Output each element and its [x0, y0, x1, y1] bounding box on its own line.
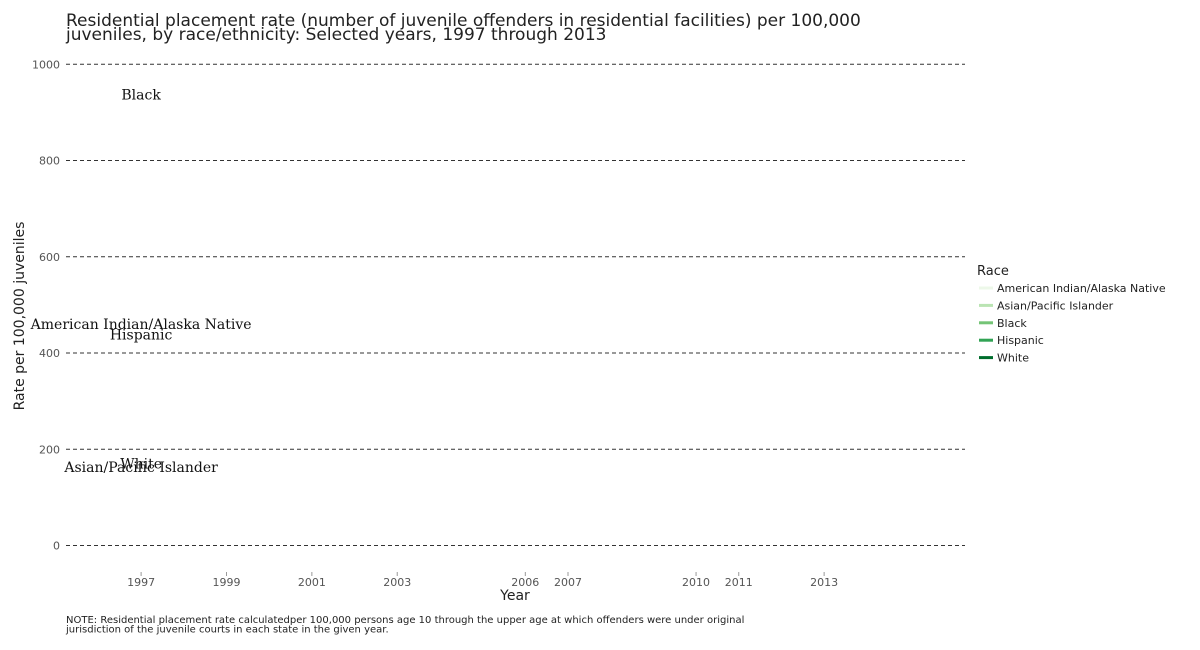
chart-note: NOTE: Residential placement rate calcula…: [65, 615, 744, 636]
x-axis-ticks: 1997 1999 2001 2003 2006 2007 2010 2011 2013: [127, 572, 838, 589]
series-label: Asian/Pacific Islander: [63, 460, 218, 476]
x-tick-label: 2013: [810, 576, 838, 589]
note-line: NOTE: Residential placement rate calcula…: [66, 615, 744, 626]
chart-title: Residential placement rate (number of ju…: [65, 11, 861, 45]
legend-label: Hispanic: [997, 334, 1044, 347]
series-label: American Indian/Alaska Native: [30, 317, 252, 333]
x-tick-label: 2006: [511, 576, 539, 589]
y-tick-label: 0: [53, 540, 60, 553]
x-tick-label: 1997: [127, 576, 155, 589]
legend-label: American Indian/Alaska Native: [997, 282, 1166, 295]
x-tick-label: 1999: [212, 576, 240, 589]
series-label: White: [120, 457, 162, 473]
series-label: Black: [121, 88, 161, 104]
x-tick-label: 2001: [298, 576, 326, 589]
x-axis-title: Year: [499, 588, 530, 604]
chart-title-line: Residential placement rate (number of ju…: [66, 11, 861, 31]
legend-label: Black: [997, 317, 1027, 330]
chart-title-line: juveniles, by race/ethnicity: Selected y…: [65, 25, 606, 45]
legend-label: Asian/Pacific Islander: [997, 299, 1114, 312]
legend-title: Race: [977, 264, 1009, 279]
legend: Race American Indian/Alaska Native Asian/…: [977, 264, 1166, 365]
y-axis-title: Rate per 100,000 juveniles: [12, 222, 28, 411]
y-tick-label: 200: [39, 443, 60, 456]
gridlines: [66, 63, 965, 547]
y-tick-label: 400: [39, 347, 60, 360]
x-tick-label: 2003: [383, 576, 411, 589]
y-tick-label: 1000: [32, 58, 60, 71]
x-tick-label: 2007: [554, 576, 582, 589]
series-labels: American Indian/Alaska Native Asian/Pacif…: [30, 88, 252, 477]
series-label: Hispanic: [110, 328, 173, 344]
y-tick-label: 800: [39, 155, 60, 168]
y-tick-label: 600: [39, 251, 60, 264]
x-tick-label: 2010: [682, 576, 710, 589]
x-tick-label: 2011: [725, 576, 753, 589]
y-axis-ticks: 0 200 400 600 800 1000: [32, 58, 60, 552]
note-line: jurisdiction of the juvenile courts in e…: [65, 625, 389, 636]
legend-label: White: [997, 352, 1029, 365]
